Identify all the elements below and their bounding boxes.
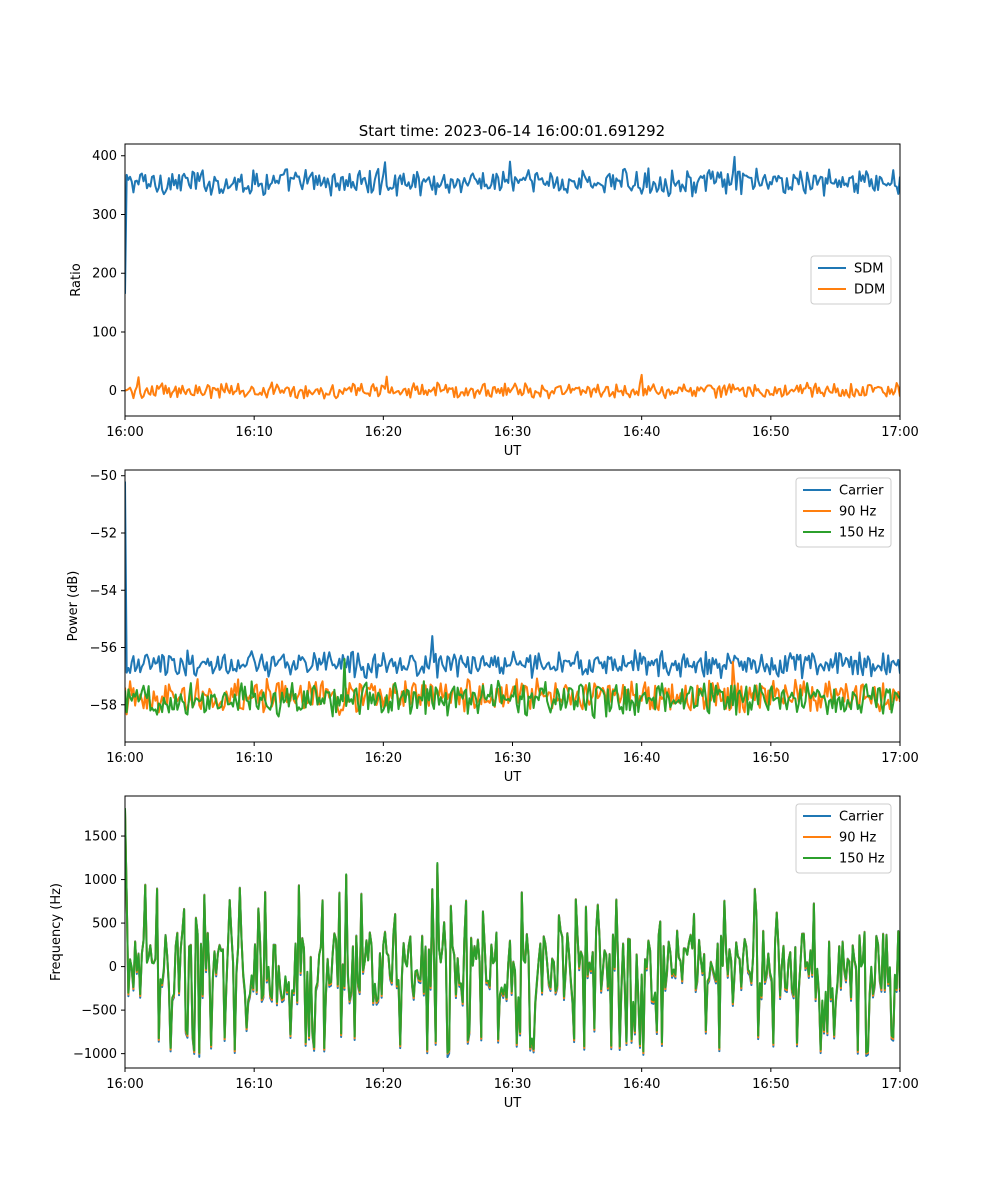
legend: Carrier 90 Hz 150 Hz	[795, 477, 892, 548]
x-tick-label: 16:50	[752, 425, 789, 440]
x-tick-label: 17:00	[881, 425, 918, 440]
x-tick-label: 16:40	[623, 751, 660, 766]
y-tick-label: −54	[90, 584, 117, 599]
legend-label: Carrier	[839, 484, 884, 499]
series-line-150-hz	[125, 657, 900, 719]
x-tick-label: 16:30	[494, 751, 531, 766]
x-tick-label: 16:50	[752, 1077, 789, 1092]
legend-box	[795, 477, 892, 548]
series-line-carrier	[125, 481, 900, 680]
panel-2-lines	[125, 481, 900, 719]
x-tick-label: 16:00	[106, 751, 143, 766]
panel-3-lines	[125, 808, 900, 1059]
x-tick-label: 16:20	[365, 1077, 402, 1092]
legend-label: DDM	[854, 283, 885, 298]
legend-label: Carrier	[839, 810, 884, 825]
x-tick-label: 16:10	[235, 1077, 272, 1092]
y-tick-label: 400	[92, 149, 117, 164]
y-tick-label: 100	[92, 325, 117, 340]
x-tick-label: 16:20	[365, 425, 402, 440]
panel-1-lines	[125, 155, 900, 400]
x-tick-label: 16:30	[494, 1077, 531, 1092]
y-tick-label: −56	[90, 641, 117, 656]
legend-label: 150 Hz	[839, 526, 885, 541]
y-axis-label: Frequency (Hz)	[49, 883, 64, 981]
legend-label: 90 Hz	[839, 831, 876, 846]
panel-2: 16:00 16:10 16:20 16:30 16:40 16:50 17:00 UT −50…	[66, 469, 919, 785]
y-tick-label: −500	[81, 1004, 117, 1019]
y-tick-label: −58	[90, 698, 117, 713]
chart-title: Start time: 2023-06-14 16:00:01.691292	[359, 122, 665, 140]
x-tick-label: 16:00	[106, 1077, 143, 1092]
y-tick-label: 200	[92, 267, 117, 282]
y-axis-label: Power (dB)	[66, 571, 81, 642]
x-tick-label: 16:30	[494, 425, 531, 440]
legend-label: SDM	[854, 262, 883, 277]
series-line-ddm	[125, 373, 900, 400]
x-tick-label: 16:10	[235, 425, 272, 440]
x-tick-label: 16:10	[235, 751, 272, 766]
x-tick-label: 16:50	[752, 751, 789, 766]
y-tick-label: 1000	[84, 873, 117, 888]
x-axis-label: UT	[504, 444, 522, 459]
legend-label: 150 Hz	[839, 852, 885, 867]
x-axis-label: UT	[504, 770, 522, 785]
x-tick-label: 16:00	[106, 425, 143, 440]
y-tick-label: 300	[92, 208, 117, 223]
legend: SDM DDM	[810, 255, 892, 305]
panel-3: 16:00 16:10 16:20 16:30 16:40 16:50 17:00 UT −10…	[49, 795, 919, 1111]
series-line-sdm	[125, 155, 900, 294]
legend: Carrier 90 Hz 150 Hz	[795, 803, 892, 874]
legend-box	[795, 803, 892, 874]
y-tick-label: −50	[90, 469, 117, 484]
y-axis-label: Ratio	[69, 263, 84, 296]
x-tick-label: 16:40	[623, 1077, 660, 1092]
legend-label: 90 Hz	[839, 505, 876, 520]
x-tick-label: 17:00	[881, 751, 918, 766]
y-tick-label: −1000	[73, 1047, 117, 1062]
y-tick-label: 1500	[84, 830, 117, 845]
x-tick-label: 16:20	[365, 751, 402, 766]
x-tick-label: 16:40	[623, 425, 660, 440]
y-tick-label: −52	[90, 526, 117, 541]
panel-1: 16:00 16:10 16:20 16:30 16:40 16:50 17:00 UT 0 10…	[69, 143, 919, 459]
series-line-90-hz	[125, 660, 900, 716]
y-tick-label: 0	[109, 960, 117, 975]
y-tick-label: 0	[109, 384, 117, 399]
series-line-150-hz	[125, 808, 900, 1054]
panels: 16:00 16:10 16:20 16:30 16:40 16:50 17:00 UT 0 10…	[49, 143, 919, 1111]
x-tick-label: 17:00	[881, 1077, 918, 1092]
y-tick-label: 500	[92, 917, 117, 932]
x-axis-label: UT	[504, 1096, 522, 1111]
